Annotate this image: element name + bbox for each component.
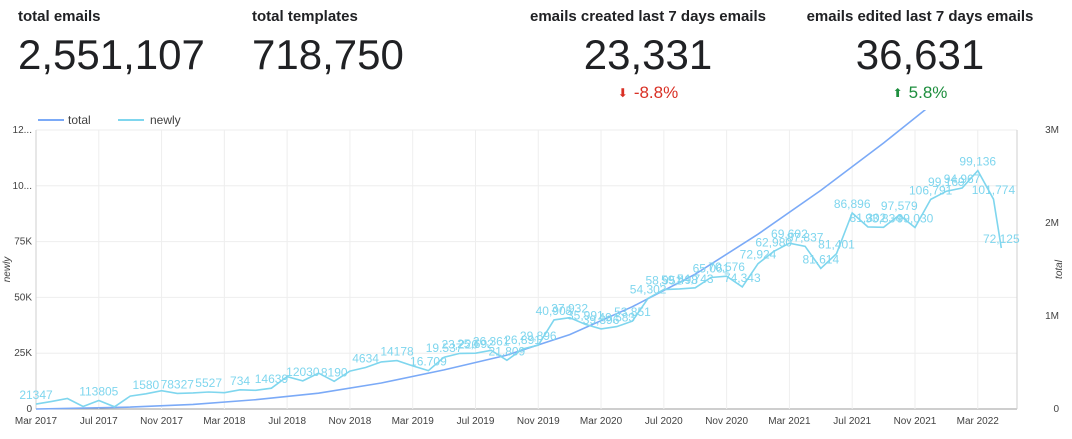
- data-label: 106,791: [909, 183, 953, 197]
- data-label: 5527: [195, 376, 222, 390]
- arrow-up-icon: ⬆: [892, 86, 903, 100]
- y-left-tick-label: 50K: [14, 292, 32, 303]
- data-label: 97,579: [881, 199, 918, 213]
- kpi-total-emails: total emails 2,551,107: [18, 0, 205, 79]
- x-tick-label: Nov 2018: [329, 416, 372, 427]
- data-label: 39,896: [583, 313, 620, 327]
- legend-label-total: total: [68, 113, 91, 127]
- data-label: 94,967: [944, 172, 981, 186]
- x-tick-label: Mar 2017: [15, 416, 58, 427]
- data-label: 86,896: [834, 197, 871, 211]
- x-tick-label: Mar 2019: [392, 416, 435, 427]
- kpi-label: total emails: [18, 8, 101, 25]
- data-label: 25,692: [457, 337, 494, 351]
- combo-line-chart: 0 25K 50K 75K 10... 12... 0 1M 2M 3M Mar 2017 Jul 2…: [2, 110, 1065, 427]
- y-left-tick-label: 75K: [14, 237, 32, 248]
- x-tick-label: Mar 2021: [768, 416, 811, 427]
- x-tick-label: Nov 2019: [517, 416, 560, 427]
- data-label: 49,583: [598, 311, 635, 325]
- y-left-tick-label: 12...: [13, 125, 32, 136]
- data-label: 93,834: [865, 211, 902, 225]
- x-tick-label: Jul 2020: [645, 416, 683, 427]
- x-tick-label: Nov 2021: [894, 416, 937, 427]
- x-tick-label: Nov 2017: [140, 416, 183, 427]
- data-label: 58,951: [645, 274, 682, 288]
- y-right-tick-label: 0: [1053, 404, 1059, 415]
- data-label: 101,774: [972, 183, 1016, 197]
- y-right-tick-label: 3M: [1045, 125, 1059, 136]
- kpi-total-templates: total templates 718,750: [252, 0, 404, 79]
- data-label: 54,302: [630, 282, 667, 296]
- data-label: 14178: [380, 345, 414, 359]
- data-label: 72,125: [983, 232, 1020, 246]
- data-label: 734: [230, 374, 250, 388]
- x-tick-label: Nov 2020: [705, 416, 748, 427]
- data-label: 99,136: [959, 155, 996, 169]
- kpi-emails-edited: emails edited last 7 days emails 36,631 …: [796, 0, 1044, 103]
- data-label: 8190: [321, 365, 348, 379]
- kpi-delta-value: 5.8%: [908, 83, 948, 102]
- x-tick-label: Mar 2018: [203, 416, 246, 427]
- data-label: 26,891: [504, 333, 541, 347]
- kpi-value: 2,551,107: [18, 31, 205, 78]
- y-left-tick-label: 0: [26, 404, 32, 415]
- x-tick-label: Jul 2018: [268, 416, 306, 427]
- data-label: 23,220: [441, 337, 478, 351]
- data-label: 16.709: [410, 355, 447, 369]
- data-label: 81,401: [818, 238, 855, 252]
- kpi-value: 36,631: [855, 31, 985, 78]
- data-label: 99,030: [897, 212, 934, 226]
- data-label: 70,576: [708, 260, 745, 274]
- legend-label-newly: newly: [150, 113, 181, 127]
- data-label: 81,614: [802, 252, 839, 266]
- data-label: 87,837: [787, 230, 824, 244]
- kpi-label: emails edited last 7 days emails: [806, 8, 1034, 25]
- data-label: 99,169: [928, 175, 965, 189]
- kpi-delta: ⬆ 5.8%: [796, 83, 1044, 103]
- data-label: 12030: [286, 365, 320, 379]
- data-label: 19.537: [426, 341, 463, 355]
- kpi-delta-value: -8.8%: [633, 83, 679, 102]
- kpi-emails-created: emails created last 7 days emails 23,331…: [520, 0, 776, 103]
- data-label: 35,991: [567, 308, 604, 322]
- kpi-value: 23,331: [583, 31, 713, 78]
- data-label: 81,302: [850, 211, 887, 225]
- y-right-tick-label: 1M: [1045, 311, 1059, 322]
- data-label: 62,980: [755, 235, 792, 249]
- data-label: 59,498: [661, 273, 698, 287]
- data-label: 26,361: [473, 334, 510, 348]
- data-label: 72,924: [740, 248, 777, 262]
- kpi-delta: ⬇ -8.8%: [520, 83, 776, 103]
- data-label: 113805: [79, 385, 118, 399]
- y-left-axis-title: newly: [2, 256, 13, 283]
- data-label: 37,932: [551, 302, 588, 316]
- series-newly-line: [35, 169, 1003, 408]
- x-tick-label: Mar 2022: [957, 416, 1000, 427]
- arrow-down-icon: ⬇: [617, 86, 628, 100]
- x-tick-label: Jul 2017: [80, 416, 118, 427]
- data-label: 21,809: [489, 344, 526, 358]
- data-label: 29,896: [520, 329, 557, 343]
- data-label: 14639: [255, 372, 289, 386]
- data-label: 74,343: [724, 271, 761, 285]
- y-right-axis-title: total: [1054, 259, 1065, 279]
- data-label: 21347: [19, 388, 53, 402]
- data-label: 54,743: [677, 272, 714, 286]
- data-label: 78327: [161, 377, 195, 391]
- x-tick-label: Mar 2020: [580, 416, 623, 427]
- data-label: 65,061: [693, 262, 730, 276]
- kpi-label: emails created last 7 days emails: [530, 8, 766, 25]
- y-left-tick-label: 10...: [13, 181, 32, 192]
- y-right-tick-label: 2M: [1045, 218, 1059, 229]
- data-label: 1580: [133, 378, 160, 392]
- data-label: 40,905: [536, 304, 573, 318]
- data-label: 53,851: [614, 305, 651, 319]
- data-label: 69,602: [771, 227, 808, 241]
- kpi-label: total templates: [252, 8, 358, 25]
- x-tick-label: Jul 2021: [833, 416, 871, 427]
- y-left-tick-label: 25K: [14, 348, 32, 359]
- data-label: 4634: [352, 351, 379, 365]
- kpi-value: 718,750: [252, 31, 404, 78]
- x-tick-label: Jul 2019: [457, 416, 495, 427]
